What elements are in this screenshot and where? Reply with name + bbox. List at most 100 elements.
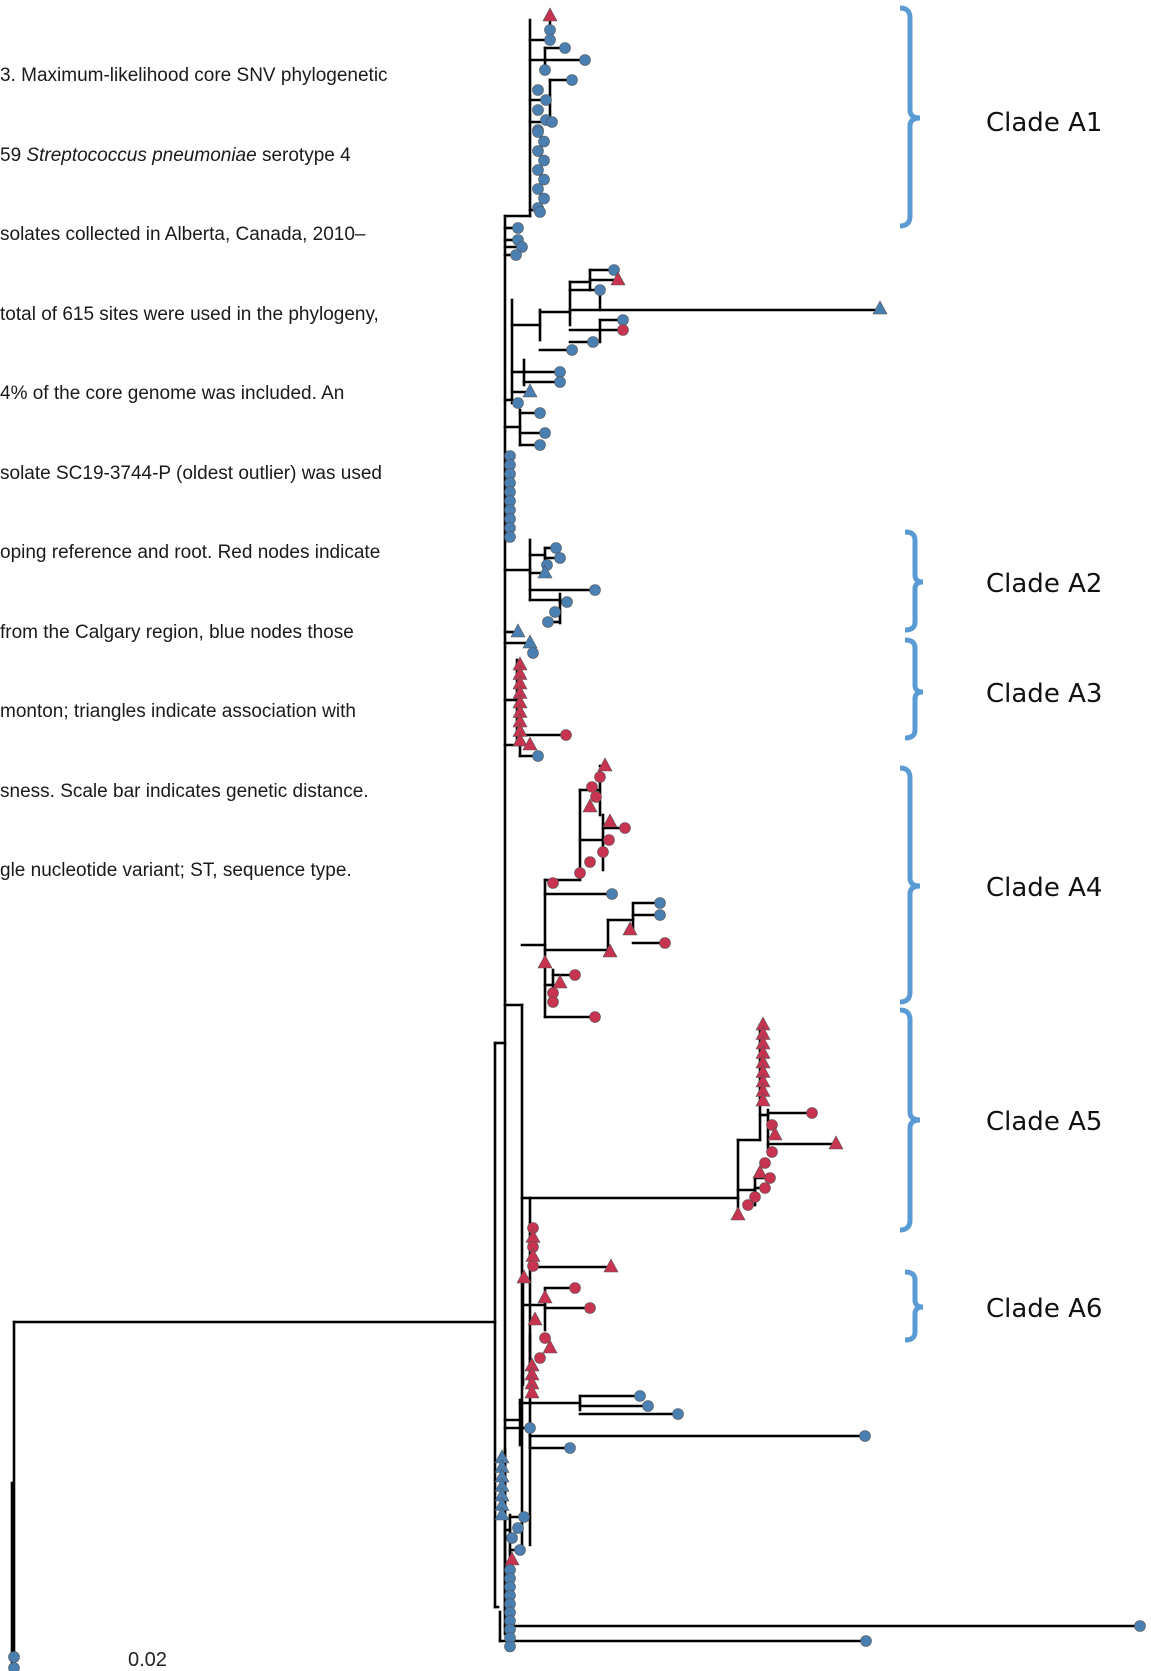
- edmonton-node: [538, 173, 550, 186]
- calgary-node: [759, 1157, 771, 1169]
- calgary-triangle-node: [730, 1206, 746, 1221]
- calgary-node: [560, 729, 572, 741]
- edmonton-node: [527, 647, 539, 659]
- calgary-triangle-node: [524, 1384, 540, 1399]
- edmonton-node: [532, 84, 544, 96]
- edmonton-node: [532, 104, 544, 116]
- edmonton-node: [532, 183, 544, 195]
- clade-a6-label: Clade A6: [986, 1294, 1102, 1324]
- calgary-triangle-node: [516, 1269, 532, 1284]
- edmonton-node: [538, 192, 550, 205]
- calgary-triangle-node: [622, 921, 638, 936]
- clade-a1-bracket: [899, 5, 921, 229]
- edmonton-node: [534, 407, 546, 419]
- calgary-node: [539, 1332, 551, 1344]
- caption-line: 59 Streptococcus pneumoniae serotype 4: [0, 143, 470, 170]
- clade-a5-label: Clade A5: [986, 1107, 1102, 1137]
- calgary-triangle-node: [602, 943, 618, 958]
- calgary-triangle-node: [512, 732, 528, 747]
- calgary-node: [547, 996, 559, 1008]
- edmonton-node: [550, 542, 562, 554]
- tree-branches: [10, 14, 1142, 1666]
- edmonton-node: [539, 427, 551, 439]
- edmonton-node: [504, 531, 516, 543]
- edmonton-node: [579, 54, 591, 66]
- calgary-node: [534, 1352, 546, 1364]
- calgary-triangle-node: [603, 1258, 619, 1273]
- calgary-triangle-node: [828, 1135, 844, 1150]
- edmonton-node: [860, 1635, 872, 1647]
- edmonton-node: [544, 34, 556, 46]
- edmonton-node: [512, 397, 524, 409]
- edmonton-node: [532, 750, 544, 762]
- edmonton-node: [506, 1532, 518, 1544]
- edmonton-node: [514, 1544, 526, 1556]
- calgary-node: [806, 1107, 818, 1119]
- edmonton-node: [589, 584, 601, 596]
- edmonton-triangle-node: [537, 564, 553, 579]
- edmonton-node: [642, 1400, 654, 1412]
- calgary-node: [584, 856, 596, 868]
- calgary-node: [586, 781, 598, 793]
- calgary-node: [597, 846, 609, 858]
- calgary-node: [759, 1182, 771, 1194]
- edmonton-node: [532, 145, 544, 157]
- calgary-node: [749, 1191, 761, 1203]
- calgary-triangle-node: [552, 974, 568, 989]
- edmonton-node: [8, 1662, 20, 1671]
- edmonton-node: [532, 164, 544, 176]
- clade-a6-bracket: [904, 1269, 924, 1343]
- calgary-node: [584, 1302, 596, 1314]
- caption-line: from the Calgary region, blue nodes thos…: [0, 621, 354, 643]
- clade-a4-bracket: [899, 765, 921, 1005]
- edmonton-node: [554, 376, 566, 388]
- edmonton-node: [654, 909, 666, 921]
- edmonton-node: [539, 64, 551, 76]
- calgary-node: [590, 791, 602, 803]
- edmonton-node: [546, 116, 558, 128]
- edmonton-node: [512, 1522, 524, 1534]
- clade-a5-bracket: [899, 1007, 921, 1233]
- edmonton-node: [534, 439, 546, 451]
- caption-line: monton; triangles indicate association w…: [0, 701, 356, 722]
- calgary-node: [617, 324, 629, 336]
- clade-brackets: [899, 5, 924, 1343]
- edmonton-node: [544, 24, 556, 36]
- clade-a3-label: Clade A3: [986, 679, 1102, 709]
- calgary-node: [594, 771, 606, 783]
- edmonton-node: [538, 135, 550, 148]
- calgary-node: [742, 1199, 754, 1211]
- caption-line-start: 59: [0, 144, 27, 166]
- edmonton-node: [542, 616, 554, 628]
- calgary-triangle-node: [525, 1228, 541, 1243]
- edmonton-node: [564, 1442, 576, 1454]
- edmonton-node: [534, 206, 546, 218]
- caption-species: Streptococcus pneumoniae: [26, 144, 257, 166]
- calgary-triangle-node: [752, 1164, 768, 1179]
- tree-tips: [8, 7, 1146, 1671]
- edmonton-node: [587, 336, 599, 348]
- caption-species-suffix: serotype 4: [256, 144, 351, 166]
- clade-a2-label: Clade A2: [986, 569, 1102, 599]
- edmonton-node: [859, 1430, 871, 1442]
- calgary-node: [589, 1011, 601, 1023]
- calgary-node: [574, 867, 586, 879]
- calgary-node: [569, 1282, 581, 1294]
- calgary-triangle-node: [610, 271, 626, 286]
- edmonton-node: [516, 241, 528, 253]
- calgary-triangle-node: [537, 954, 553, 969]
- calgary-triangle-node: [527, 1311, 543, 1326]
- edmonton-node: [566, 344, 578, 356]
- calgary-node: [619, 822, 631, 834]
- edmonton-node: [594, 284, 606, 296]
- edmonton-node: [554, 366, 566, 378]
- clade-a2-bracket: [904, 529, 924, 633]
- edmonton-node: [532, 126, 544, 138]
- edmonton-triangle-node: [522, 383, 538, 398]
- calgary-node: [659, 937, 671, 949]
- clade-a1-label: Clade A1: [986, 108, 1102, 138]
- calgary-triangle-node: [542, 7, 558, 22]
- scale-bar-label: 0.02: [128, 1649, 167, 1671]
- edmonton-node: [8, 1651, 20, 1663]
